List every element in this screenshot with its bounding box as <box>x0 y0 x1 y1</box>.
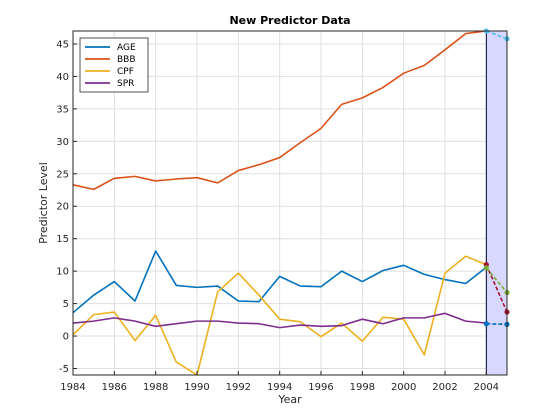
x-tick-label: 1998 <box>350 382 375 393</box>
forecast-line-age <box>486 322 508 326</box>
forecast-group <box>483 28 510 327</box>
legend: AGE BBB CPF SPR <box>79 37 149 93</box>
legend-label: BBB <box>117 55 136 65</box>
legend-label: SPR <box>117 79 134 89</box>
y-tick-label: 10 <box>56 267 69 278</box>
y-tick-label: 0 <box>63 332 69 343</box>
x-tick-label: 1990 <box>184 382 209 393</box>
y-tick-label: 15 <box>56 234 69 245</box>
forecast-marker <box>483 321 489 327</box>
plot-frame <box>72 30 508 376</box>
y-tick-label: 25 <box>56 169 69 180</box>
y-tick-label: 40 <box>56 72 69 83</box>
x-tick-label: 1988 <box>143 382 168 393</box>
legend-label: AGE <box>117 43 136 53</box>
y-axis-label: Predictor Level <box>37 162 50 244</box>
series-line-bbb <box>72 30 487 191</box>
x-tick-label: 2004 <box>474 382 499 393</box>
y-tick-label: 30 <box>56 137 69 148</box>
forecast-line-cpf <box>485 264 508 313</box>
series-group <box>72 30 487 376</box>
x-tick-label: 2000 <box>391 382 416 393</box>
series-line-spr <box>72 312 487 329</box>
forecast-line-spr <box>485 267 508 294</box>
y-tick-label: 45 <box>56 39 69 50</box>
x-axis-label: Year <box>277 393 302 406</box>
forecast-marker <box>483 265 489 271</box>
y-tick-label: 35 <box>56 104 69 115</box>
legend-label: CPF <box>117 67 134 77</box>
x-tick-label: 1986 <box>102 382 127 393</box>
series-line-cpf <box>72 255 487 376</box>
series-line-age <box>72 250 487 314</box>
x-tick-label: 1996 <box>308 382 333 393</box>
x-tick-label: 1984 <box>60 382 85 393</box>
y-tick-label: 5 <box>63 299 69 310</box>
y-tick-label: 20 <box>56 202 69 213</box>
ticks: 1984 1986 1988 1990 1992 1994 1996 1998 2000 2002… <box>56 39 499 393</box>
forecast-line-bbb <box>486 30 508 40</box>
chart-title: New Predictor Data <box>229 14 350 27</box>
x-tick-label: 2002 <box>432 382 457 393</box>
x-tick-label: 1992 <box>226 382 251 393</box>
y-tick-label: -5 <box>59 364 69 375</box>
x-tick-label: 1994 <box>267 382 292 393</box>
